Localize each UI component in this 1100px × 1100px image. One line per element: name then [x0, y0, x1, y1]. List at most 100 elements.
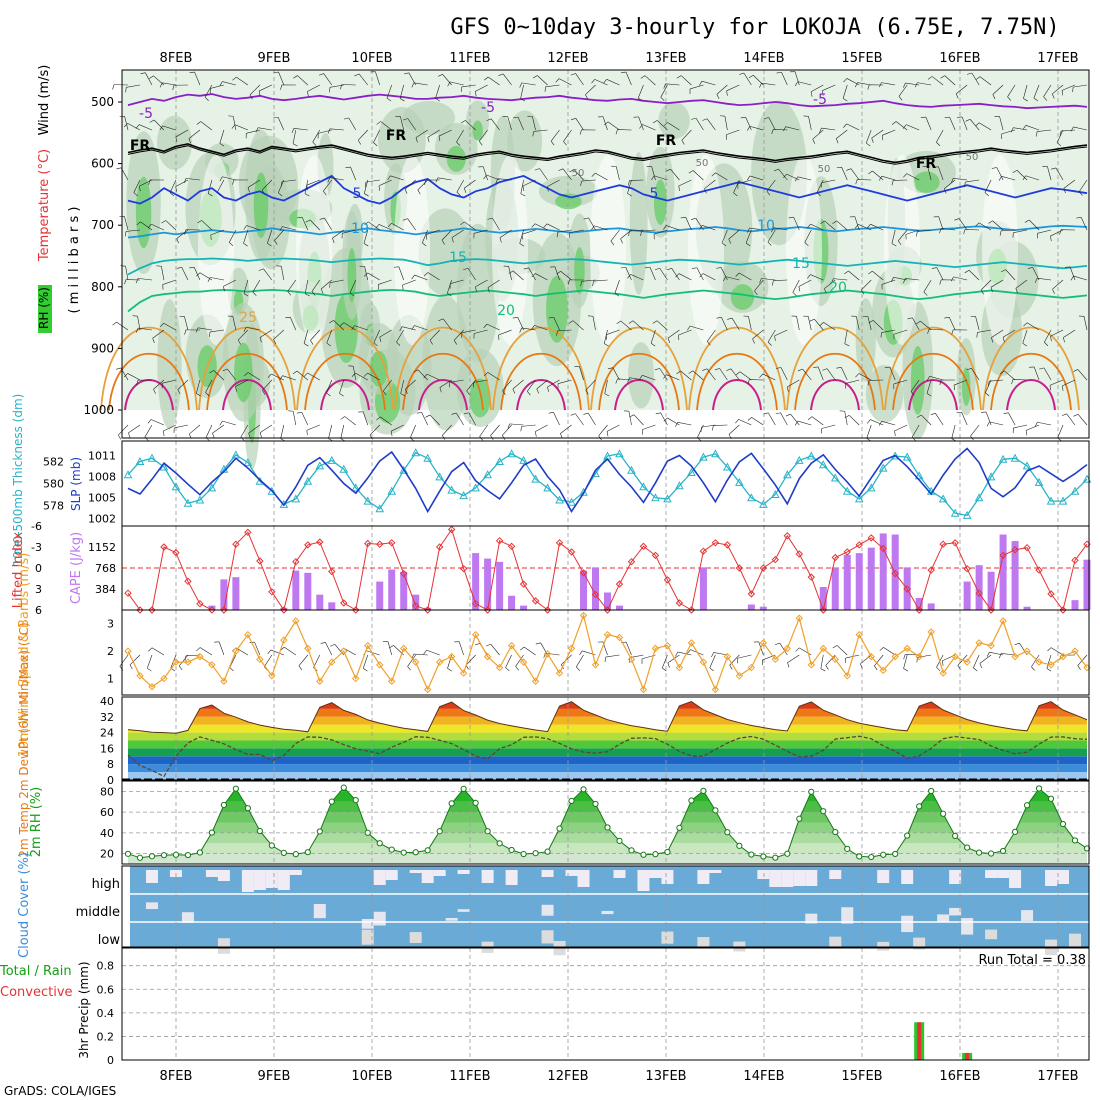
- upper-wind-barb-2-79: [1063, 179, 1076, 189]
- upper-wind-barb-feather-5-45: [652, 320, 658, 324]
- sfc-wind-barb-0-34: [523, 646, 536, 656]
- upper-wind-barb-feather-1-67: [920, 116, 926, 118]
- upper-wind-barb-7-47: [677, 421, 692, 426]
- axis-title-rh2m: 2m RH (%): [29, 787, 44, 858]
- cloud-low-35: [541, 930, 554, 944]
- upper-wind-barb-6-36: [547, 379, 560, 388]
- cloud-high-2: [145, 870, 158, 883]
- upper-wind-barb-6-59: [826, 368, 836, 381]
- upper-wind-barb-feather-1-69: [944, 116, 950, 119]
- sfc-wind-barb-feather-0-36: [543, 653, 546, 658]
- upper-wind-barb-5-11: [246, 326, 260, 331]
- sfc-wind-barb-0-60: [836, 645, 848, 656]
- upper-wind-barb-1-51: [726, 129, 740, 136]
- cape-bar-7: [208, 605, 216, 610]
- wind10-marker-71: [975, 639, 983, 647]
- upper-wind-barb-feather-3-65: [898, 240, 902, 246]
- upper-wind-barb-feather-4-62: [861, 289, 865, 295]
- upper-wind-barb-5-54: [767, 329, 776, 343]
- thickness-marker-55: [782, 470, 792, 479]
- upper-wind-barb-feather-1-68: [936, 142, 941, 146]
- isotherm--5: [127, 93, 1088, 110]
- upper-wind-barb-2-71: [965, 179, 980, 183]
- upper-wind-barb-5-31: [486, 323, 500, 331]
- upper-wind-barb-4-72: [980, 279, 992, 291]
- upper-wind-barb-2-23: [390, 175, 404, 181]
- thickness-marker-73: [998, 454, 1008, 463]
- upper-wind-barb-4-67: [923, 279, 932, 293]
- cape-bar-60: [843, 554, 851, 610]
- upper-wind-barb-2-61: [850, 168, 860, 181]
- upper-wind-barb-3-59: [824, 220, 836, 231]
- rh-dry-1: [296, 155, 332, 345]
- rh2m-marker-1: [136, 854, 144, 861]
- rh2m-marker-10: [244, 805, 251, 812]
- wind10-marker-4: [172, 658, 180, 666]
- rh2m-marker-52: [748, 851, 755, 858]
- upper-wind-barb-5-74: [1002, 329, 1016, 338]
- cape-bar-63: [879, 533, 887, 610]
- upper-wind-barb-0-50: [716, 84, 728, 95]
- upper-wind-barb-feather-3-17: [319, 217, 325, 220]
- upper-wind-barb-6-45: [659, 368, 668, 381]
- upper-wind-barb-2-53: [749, 175, 764, 181]
- upper-wind-barb-1-77: [1037, 129, 1052, 132]
- upper-wind-barb-feather-1-80: [1070, 126, 1074, 132]
- upper-wind-barb-7-44: [642, 424, 656, 430]
- cape-bar-71: [975, 565, 983, 610]
- isotherm-25-arc-2: [296, 326, 394, 411]
- upper-wind-barb-feather-2-21: [365, 182, 367, 188]
- upper-wind-barb-feather-1-46: [663, 122, 668, 127]
- date-top-3: 11FEB: [449, 51, 490, 66]
- thickness-marker-31: [495, 456, 504, 465]
- upper-wind-barb-7-53: [751, 417, 764, 426]
- upper-wind-barb-3-20: [363, 229, 369, 244]
- axis-title-pressure: ( m i l l i b a r s ): [67, 207, 82, 314]
- axis-title-wind: Wind (m/s): [37, 65, 52, 136]
- upper-wind-barb-2-77: [1047, 166, 1052, 181]
- wind10-marker-35: [543, 650, 552, 658]
- upper-wind-barb-4-27: [447, 279, 452, 294]
- p-tick-5: 1000: [83, 403, 114, 417]
- sfc-wind-barb-0-46: [667, 654, 680, 664]
- upper-wind-barb-feather-6-36: [547, 386, 549, 392]
- upper-wind-barb-6-30: [473, 379, 488, 383]
- upper-wind-barb-feather-6-52: [735, 371, 741, 376]
- rh-core-46: [910, 346, 925, 415]
- sfc-wind-barb-feather-0-66: [903, 654, 906, 660]
- upper-wind-barb-2-45: [654, 175, 668, 181]
- lifted-index-marker-15: [304, 541, 312, 549]
- rh-blob-25: [402, 100, 456, 135]
- upper-wind-barb-3-41: [610, 229, 620, 242]
- upper-wind-barb-7-58: [811, 416, 824, 426]
- upper-wind-barb-7-7: [205, 424, 213, 438]
- upper-wind-barb-6-10: [235, 379, 249, 387]
- cloud-high-38: [577, 870, 590, 887]
- date-bottom-2: 10FEB: [351, 1069, 392, 1084]
- upper-wind-barb-0-54: [761, 82, 776, 86]
- upper-wind-barb-1-71: [969, 119, 980, 131]
- upper-wind-barb-5-22: [379, 329, 392, 338]
- lifted-index-marker-10: [244, 528, 252, 537]
- upper-wind-barb-0-10: [236, 76, 249, 86]
- rh-tick-3: 20: [100, 848, 114, 861]
- rh-band-0: [128, 853, 1087, 864]
- axis-title-slp: SLP (mb): [69, 457, 83, 511]
- upper-wind-barb-feather-4-17: [320, 288, 324, 294]
- upper-wind-barb-5-21: [373, 329, 381, 343]
- cape-bar-38: [580, 570, 588, 610]
- upper-wind-barb-2-6: [185, 178, 200, 181]
- upper-wind-barb-3-34: [522, 229, 536, 235]
- upper-wind-barb-feather-1-61: [843, 123, 847, 128]
- upper-wind-barb-feather-0-52: [739, 72, 745, 75]
- upper-wind-barb-feather-5-78: [1050, 336, 1052, 342]
- contour-label-0: -5: [139, 106, 153, 122]
- upper-wind-barb-feather-6-39: [585, 389, 589, 395]
- rh2m-marker-28: [460, 785, 467, 792]
- rh-blob-40: [156, 115, 193, 170]
- upper-wind-barb-feather-0-1: [125, 87, 127, 93]
- sfc-wind-barb-feather-0-58: [820, 668, 826, 672]
- contour-label-16: 50: [572, 168, 585, 179]
- upper-wind-barb-3-4: [165, 220, 177, 231]
- upper-wind-barb-feather-2-66: [903, 173, 907, 178]
